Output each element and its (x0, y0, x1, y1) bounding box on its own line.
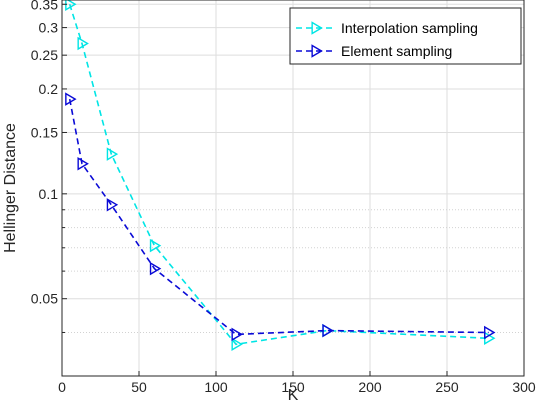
data-point-marker (77, 36, 89, 51)
y-tick-label: 0.1 (39, 186, 59, 202)
data-point-marker (106, 147, 119, 161)
legend-marker (311, 21, 323, 35)
series-layer (65, 0, 496, 351)
x-tick-label: 300 (512, 379, 536, 395)
y-tick-label: 0.25 (31, 47, 58, 63)
y-tick-label: 0.3 (39, 20, 59, 36)
data-point-marker (322, 323, 334, 338)
legend-marker (311, 44, 323, 58)
x-tick-label: 100 (204, 379, 228, 395)
x-tick-label: 0 (58, 379, 66, 395)
y-tick-label: 0.35 (31, 0, 58, 12)
ticks: 0 50 100 150 200 250 300 0.05 0.1 0.15 0.2 0.25 0.3 0… (31, 0, 536, 395)
grid (61, 0, 525, 376)
y-tick-label: 0.05 (31, 291, 58, 307)
legend-label: Element sampling (341, 43, 452, 59)
x-tick-label: 50 (131, 379, 147, 395)
data-point-marker (149, 238, 162, 253)
y-tick-label: 0.2 (39, 81, 59, 97)
data-point-marker (65, 92, 77, 106)
x-tick-label: 150 (281, 379, 305, 395)
x-axis-label: K (288, 387, 299, 404)
x-tick-label: 250 (435, 379, 459, 395)
legend-box (289, 7, 522, 65)
series-line (68, 98, 489, 336)
data-point-marker (77, 157, 89, 171)
y-axis-label: Hellinger Distance (2, 123, 19, 253)
legend-label: Interpolation sampling (341, 20, 478, 36)
data-point-marker (231, 337, 243, 351)
data-point-marker (484, 325, 496, 340)
x-tick-label: 200 (358, 379, 382, 395)
legend: Interpolation sampling Element sampling (289, 7, 522, 65)
series-line (68, 4, 489, 346)
y-tick-label: 0.15 (31, 124, 58, 140)
data-point-marker (231, 327, 243, 342)
series-element-sampling (65, 92, 496, 342)
data-point-marker (106, 198, 119, 212)
data-point-marker (149, 261, 162, 276)
